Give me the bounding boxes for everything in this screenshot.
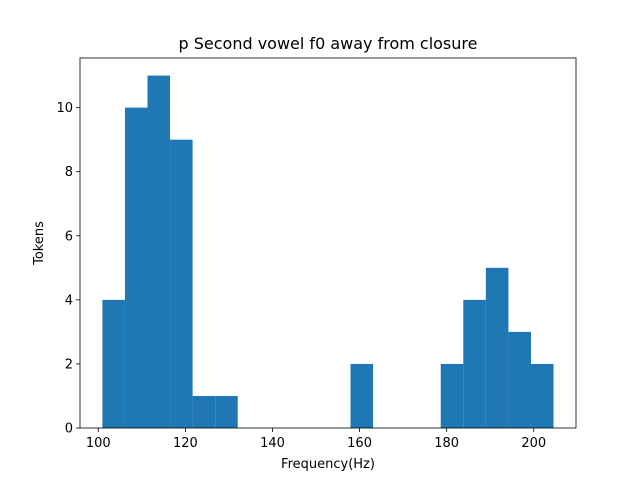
x-tick-label: 100 [86,436,111,451]
histogram-bar [485,267,509,428]
x-tick-label: 140 [260,436,285,451]
histogram-bar [530,363,554,428]
x-tick-label: 120 [173,436,198,451]
histogram-bar [124,107,148,428]
histogram-bar [350,363,374,428]
x-tick-label: 180 [434,436,459,451]
y-tick-label: 6 [65,229,73,244]
histogram-bar [440,363,464,428]
x-tick-label: 160 [347,436,372,451]
y-tick-label: 10 [56,101,73,116]
y-tick-label: 8 [65,165,73,180]
histogram-bar [463,299,486,428]
chart-title: p Second vowel f0 away from closure [179,34,478,53]
plot-frame [79,57,577,429]
histogram-bar [102,299,125,428]
y-tick-label: 0 [65,422,73,437]
histogram-bar [508,331,531,428]
y-axis-ticks: 0 2 4 6 8 10 [56,101,80,437]
x-axis-label: Frequency(Hz) [281,457,375,472]
x-tick-label: 200 [521,436,546,451]
histogram-bar [192,395,216,428]
y-tick-label: 4 [65,293,73,308]
histogram-bar [147,75,171,428]
y-tick-label: 2 [65,357,73,372]
x-axis-ticks: 100 120 140 160 180 200 [86,428,546,451]
bars-group [102,75,554,429]
y-axis-label: Tokens [32,221,47,266]
histogram-bar [215,395,238,428]
histogram-bar [170,139,193,429]
